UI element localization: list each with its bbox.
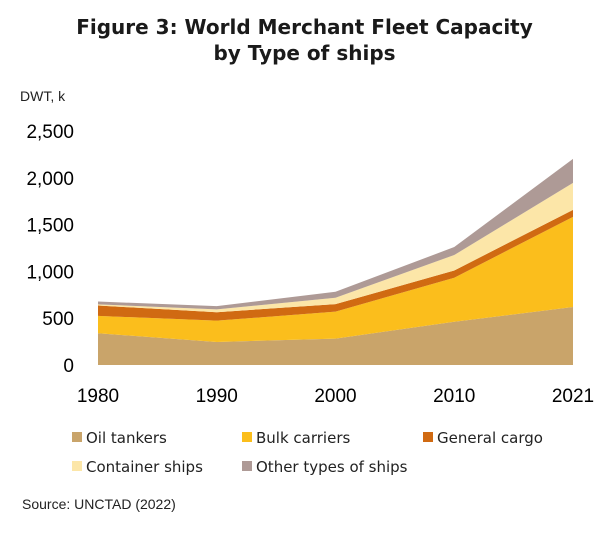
area-bulk-carriers bbox=[98, 216, 573, 342]
x-tick-label: 1990 bbox=[196, 386, 238, 407]
y-axis-unit-label: DWT, k bbox=[20, 88, 66, 104]
legend-swatch-general-cargo bbox=[423, 432, 433, 442]
y-tick-label: 1,000 bbox=[26, 262, 74, 283]
x-axis: 1980 1990 2000 2010 2021 bbox=[77, 386, 594, 407]
legend: Oil tankers Bulk carriers General cargo Con… bbox=[72, 429, 543, 476]
x-tick-label: 2000 bbox=[314, 386, 356, 407]
legend-label-container-ships: Container ships bbox=[86, 458, 203, 476]
y-tick-label: 2,000 bbox=[26, 169, 74, 190]
y-axis: 0 500 1,000 1,500 2,000 2,500 bbox=[26, 122, 74, 377]
legend-swatch-container-ships bbox=[72, 461, 82, 471]
chart-title-line-2: by Type of ships bbox=[213, 41, 396, 65]
y-tick-label: 500 bbox=[42, 309, 74, 330]
legend-swatch-oil-tankers bbox=[72, 432, 82, 442]
y-tick-label: 0 bbox=[63, 356, 74, 377]
legend-label-general-cargo: General cargo bbox=[437, 429, 543, 447]
area-container-ships bbox=[98, 182, 573, 313]
area-series-group bbox=[98, 158, 573, 365]
legend-label-oil-tankers: Oil tankers bbox=[86, 429, 167, 447]
x-tick-label: 1980 bbox=[77, 386, 119, 407]
chart-title-line-1: Figure 3: World Merchant Fleet Capacity bbox=[76, 15, 533, 39]
legend-label-bulk-carriers: Bulk carriers bbox=[256, 429, 350, 447]
area-oil-tankers bbox=[98, 306, 573, 365]
chart-title: Figure 3: World Merchant Fleet Capacity … bbox=[0, 14, 609, 66]
legend-label-other-types-of-ships: Other types of ships bbox=[256, 458, 408, 476]
y-tick-label: 1,500 bbox=[26, 216, 74, 237]
area-general-cargo bbox=[98, 209, 573, 321]
y-tick-label: 2,500 bbox=[26, 122, 74, 143]
area-other-types-of-ships bbox=[98, 158, 573, 310]
legend-swatch-other-types-of-ships bbox=[242, 461, 252, 471]
x-tick-label: 2021 bbox=[552, 386, 594, 407]
x-tick-label: 2010 bbox=[433, 386, 475, 407]
legend-swatch-bulk-carriers bbox=[242, 432, 252, 442]
source-note: Source: UNCTAD (2022) bbox=[22, 496, 176, 512]
